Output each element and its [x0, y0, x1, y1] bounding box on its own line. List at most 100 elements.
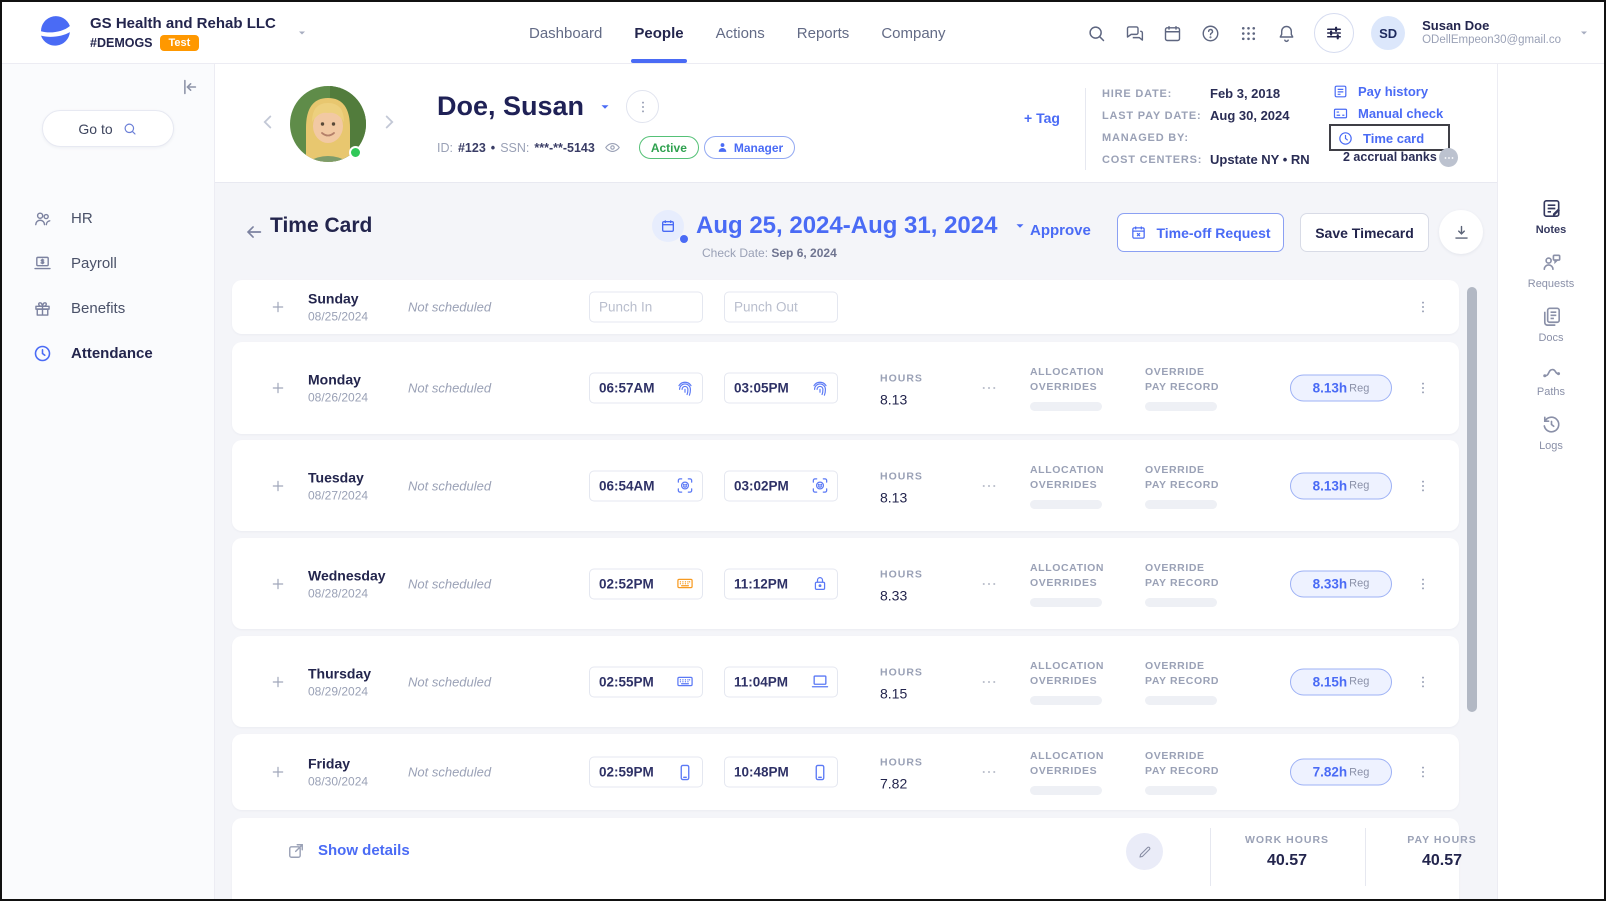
punch-out-input[interactable]: [734, 478, 806, 493]
goto-search-button[interactable]: Go to: [42, 110, 174, 147]
accrual-more-button[interactable]: [1439, 148, 1458, 167]
punch-more-icon[interactable]: [980, 379, 998, 397]
add-punch-icon[interactable]: [270, 380, 286, 396]
previous-employee-chevron-icon[interactable]: [257, 109, 279, 135]
punch-out-field[interactable]: [724, 470, 838, 501]
punch-in-field[interactable]: [589, 470, 703, 501]
vertical-scrollbar[interactable]: [1467, 287, 1477, 712]
punch-out-input[interactable]: [734, 380, 806, 396]
add-punch-icon[interactable]: [270, 674, 286, 690]
override-pay-record-column[interactable]: OVERRIDE PAY RECORD: [1145, 463, 1219, 509]
override-pay-record-column[interactable]: OVERRIDE PAY RECORD: [1145, 749, 1219, 795]
status-badge[interactable]: Active: [638, 136, 699, 159]
add-punch-icon[interactable]: [270, 576, 286, 592]
download-button[interactable]: [1439, 210, 1483, 254]
row-menu-icon[interactable]: [1415, 576, 1431, 592]
punch-out-field[interactable]: [724, 568, 838, 599]
save-timecard-button[interactable]: Save Timecard: [1300, 213, 1429, 252]
punch-out-input[interactable]: [734, 299, 806, 315]
add-punch-icon[interactable]: [270, 299, 286, 315]
hours-badge[interactable]: 8.33h Reg: [1290, 570, 1392, 597]
punch-more-icon[interactable]: [980, 673, 998, 691]
punch-in-field[interactable]: [589, 291, 703, 323]
rightbar-item-logs[interactable]: Logs: [1498, 413, 1604, 452]
override-pay-record-column[interactable]: OVERRIDE PAY RECORD: [1145, 561, 1219, 607]
rightbar-item-requests[interactable]: Requests: [1498, 251, 1604, 290]
punch-in-input[interactable]: [599, 380, 671, 396]
pay-history-link[interactable]: Pay history: [1332, 83, 1428, 100]
add-punch-icon[interactable]: [270, 478, 286, 494]
sidebar-item-benefits[interactable]: Benefits: [2, 286, 214, 331]
row-menu-icon[interactable]: [1415, 674, 1431, 690]
role-badge[interactable]: Manager: [703, 136, 796, 159]
row-menu-icon[interactable]: [1415, 299, 1431, 315]
employee-more-button[interactable]: [626, 90, 660, 123]
sidebar-item-attendance[interactable]: Attendance: [2, 331, 214, 376]
manual-check-link[interactable]: Manual check: [1332, 105, 1443, 122]
rightbar-item-docs[interactable]: Docs: [1498, 305, 1604, 344]
employee-caret-down-icon[interactable]: [598, 100, 612, 114]
calendar-icon[interactable]: [1162, 23, 1183, 44]
punch-in-input[interactable]: [599, 299, 671, 315]
date-range-picker[interactable]: Aug 25, 2024-Aug 31, 2024: [652, 210, 1027, 243]
reveal-ssn-eye-icon[interactable]: [604, 139, 621, 156]
nav-reports[interactable]: Reports: [796, 24, 850, 42]
nav-people[interactable]: People: [631, 2, 687, 64]
adjustments-button[interactable]: [1314, 13, 1355, 53]
row-menu-icon[interactable]: [1415, 380, 1431, 396]
nav-actions[interactable]: Actions: [715, 24, 765, 42]
rightbar-item-paths[interactable]: Paths: [1498, 359, 1604, 398]
allocation-overrides-column[interactable]: ALLOCATION OVERRIDES: [1030, 365, 1104, 411]
user-avatar[interactable]: SD: [1371, 16, 1406, 50]
punch-out-field[interactable]: [724, 756, 838, 788]
punch-more-icon[interactable]: [980, 763, 998, 781]
sidebar-item-payroll[interactable]: Payroll: [2, 241, 214, 286]
bell-icon[interactable]: [1276, 23, 1297, 44]
hours-badge[interactable]: 8.13h Reg: [1290, 472, 1392, 499]
user-menu[interactable]: Susan Doe ODellEmpeon30@gmail.co: [1422, 18, 1561, 47]
override-pay-record-column[interactable]: OVERRIDE PAY RECORD: [1145, 365, 1219, 411]
approve-button[interactable]: Approve: [1030, 222, 1091, 239]
punch-in-field[interactable]: [589, 372, 703, 404]
edit-summary-button[interactable]: [1126, 833, 1163, 870]
nav-company[interactable]: Company: [881, 24, 946, 42]
punch-out-input[interactable]: [734, 674, 806, 689]
punch-out-input[interactable]: [734, 576, 806, 591]
punch-out-field[interactable]: [724, 372, 838, 404]
allocation-overrides-column[interactable]: ALLOCATION OVERRIDES: [1030, 659, 1104, 705]
punch-in-input[interactable]: [599, 576, 671, 591]
row-menu-icon[interactable]: [1415, 478, 1431, 494]
allocation-overrides-column[interactable]: ALLOCATION OVERRIDES: [1030, 561, 1104, 607]
add-tag-button[interactable]: + Tag: [1024, 110, 1060, 126]
hours-badge[interactable]: 8.13h Reg: [1290, 374, 1392, 402]
show-details-link[interactable]: Show details: [318, 842, 410, 859]
back-arrow-icon[interactable]: [243, 221, 265, 243]
rightbar-item-notes[interactable]: Notes: [1498, 197, 1604, 236]
allocation-overrides-column[interactable]: ALLOCATION OVERRIDES: [1030, 463, 1104, 509]
search-icon[interactable]: [1086, 23, 1107, 44]
help-icon[interactable]: [1200, 23, 1221, 44]
punch-in-input[interactable]: [599, 764, 671, 780]
punch-more-icon[interactable]: [980, 575, 998, 593]
punch-in-field[interactable]: [589, 756, 703, 788]
override-pay-record-column[interactable]: OVERRIDE PAY RECORD: [1145, 659, 1219, 705]
hours-badge[interactable]: 7.82h Reg: [1290, 758, 1392, 786]
punch-in-input[interactable]: [599, 478, 671, 493]
allocation-overrides-column[interactable]: ALLOCATION OVERRIDES: [1030, 749, 1104, 795]
row-menu-icon[interactable]: [1415, 764, 1431, 780]
sidebar-item-hr[interactable]: HR: [2, 196, 214, 241]
punch-out-field[interactable]: [724, 291, 838, 323]
punch-in-field[interactable]: [589, 568, 703, 599]
punch-out-input[interactable]: [734, 764, 806, 780]
chat-icon[interactable]: [1124, 23, 1145, 44]
time-off-request-button[interactable]: Time-off Request: [1117, 213, 1284, 252]
apps-grid-icon[interactable]: [1238, 23, 1259, 44]
punch-more-icon[interactable]: [980, 477, 998, 495]
employee-avatar[interactable]: [290, 86, 366, 162]
hours-badge[interactable]: 8.15h Reg: [1290, 668, 1392, 695]
company-switcher[interactable]: GS Health and Rehab LLC #DEMOGS Test: [34, 12, 308, 54]
time-card-link[interactable]: Time card: [1337, 130, 1424, 147]
punch-out-field[interactable]: [724, 666, 838, 697]
next-employee-chevron-icon[interactable]: [378, 109, 400, 135]
punch-in-input[interactable]: [599, 674, 671, 689]
